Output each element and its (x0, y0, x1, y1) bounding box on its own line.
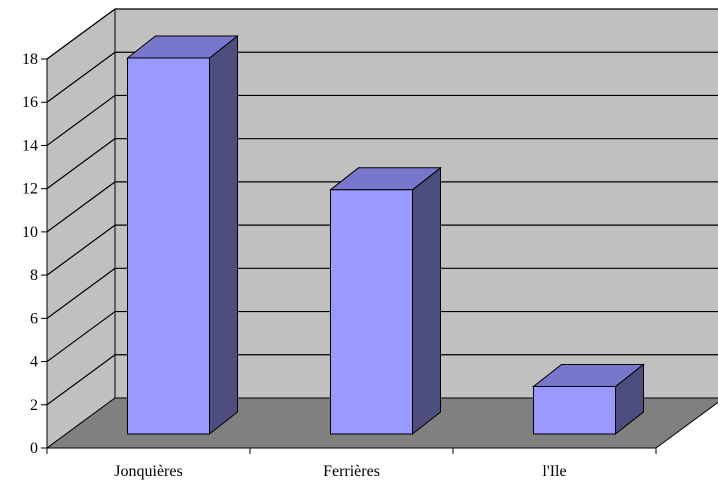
gridline-side (46, 94, 116, 146)
y-tick-label: 0 (30, 440, 38, 457)
axes-layer (41, 58, 657, 454)
x-category-label: Ferrières (323, 463, 380, 480)
bar-side (209, 34, 238, 436)
y-tick-label: 10 (22, 224, 38, 241)
bar-l'Ile (532, 363, 645, 436)
x-category-label: Jonquières (114, 463, 182, 480)
side-wall (46, 8, 116, 449)
x-category-label: l'Ile (542, 463, 566, 480)
labels-layer: 0 2 4 6 8 10 12 14 16 18 Jonquières Ferrières l'Ile (22, 51, 567, 480)
bar-front (127, 57, 210, 435)
gridline-side (46, 267, 116, 319)
y-tick-label: 16 (22, 94, 38, 111)
y-tick-label: 4 (30, 354, 38, 371)
gridline-side (46, 354, 116, 406)
y-tick-label: 14 (22, 137, 38, 154)
bar-Ferrières (329, 166, 442, 436)
gridline-side (46, 138, 116, 190)
bar-front (533, 385, 616, 435)
bars-layer (126, 34, 645, 436)
gridline-side (46, 224, 116, 276)
gridline-side (46, 181, 116, 233)
y-tick-label: 6 (30, 310, 38, 327)
y-tick-label: 18 (22, 51, 38, 68)
y-tick-label: 2 (30, 397, 38, 414)
bar-front (330, 189, 413, 435)
gridline-side (46, 311, 116, 363)
gridline-side (46, 8, 116, 60)
bar-Jonquières (126, 34, 239, 436)
bar-side (412, 166, 441, 436)
gridline-side (46, 51, 116, 103)
y-tick-label: 8 (30, 267, 38, 284)
y-tick-label: 12 (22, 181, 38, 198)
